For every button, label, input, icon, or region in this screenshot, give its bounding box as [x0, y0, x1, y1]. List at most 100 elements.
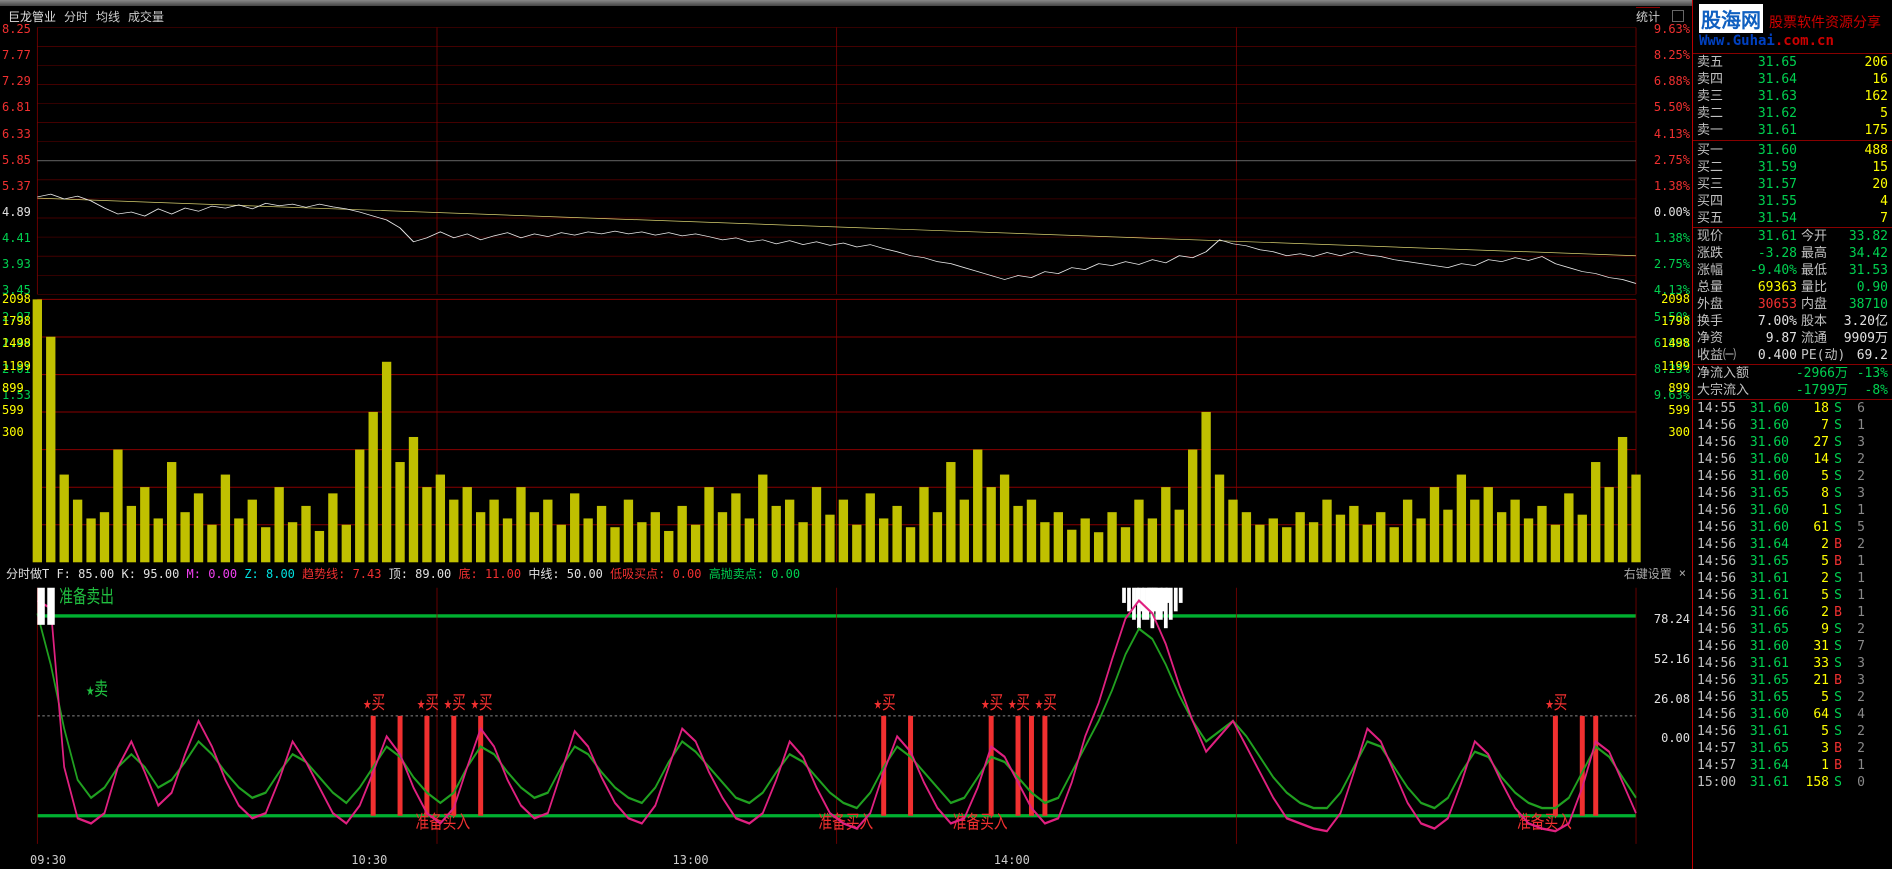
- svg-text:★买: ★买: [1035, 692, 1057, 714]
- y-pct-label: 1.38%: [1654, 179, 1690, 193]
- indicator-header-part: 趋势线: 7.43: [295, 567, 382, 581]
- svg-text:★买: ★买: [471, 692, 493, 714]
- tick-row: 14:5631.6027S3: [1693, 434, 1892, 451]
- vol-tick-label: 1199: [1661, 359, 1690, 373]
- y-tick-label: 6.81: [2, 100, 31, 114]
- vol-tick-label: 300: [1668, 425, 1690, 439]
- y-tick-label: 4.89: [2, 205, 31, 219]
- vol-tick-label: 1199: [2, 359, 31, 373]
- svg-text:准备买入: 准备买入: [953, 812, 1008, 834]
- svg-text:★买: ★买: [981, 692, 1003, 714]
- svg-text:★买: ★买: [1545, 692, 1567, 714]
- svg-text:★买: ★买: [444, 692, 466, 714]
- vol-tick-label: 899: [2, 381, 24, 395]
- indicator-header-part: 分时做T: [6, 567, 49, 581]
- svg-text:准备买入: 准备买入: [819, 812, 874, 834]
- tick-row: 14:5631.659S2: [1693, 621, 1892, 638]
- indicator-close-icon[interactable]: ×: [1679, 566, 1686, 580]
- tick-row: 14:5631.6031S7: [1693, 638, 1892, 655]
- tick-row: 14:5631.607S1: [1693, 417, 1892, 434]
- y-pct-label: 6.88%: [1654, 74, 1690, 88]
- bid-row[interactable]: 买一31.60488: [1693, 142, 1892, 159]
- svg-text:准备卖出: 准备卖出: [59, 586, 114, 608]
- tick-row: 14:5631.6133S3: [1693, 655, 1892, 672]
- indicator-chart[interactable]: ★买★买★买★买★买★买★买★买★买★卖准备卖出准备买入准备买入准备买入准备买入…: [0, 581, 1692, 851]
- bid-row[interactable]: 买二31.5915: [1693, 159, 1892, 176]
- flow-panel: 净流入额-2966万-13%大宗流入-1799万-8%: [1693, 364, 1892, 399]
- indicator-settings-button[interactable]: 右键设置: [1624, 565, 1672, 582]
- y-pct-label: 1.38%: [1654, 231, 1690, 245]
- svg-text:★买: ★买: [417, 692, 439, 714]
- y-pct-label: 9.63%: [1654, 22, 1690, 36]
- y-pct-label: 0.00%: [1654, 205, 1690, 219]
- vol-tick-label: 1798: [2, 314, 31, 328]
- y-pct-label: 4.13%: [1654, 127, 1690, 141]
- indicator-header-part: 高抛卖点: 0.00: [701, 567, 800, 581]
- stats-panel: 现价31.61今开33.82涨跌-3.28最高34.42涨幅-9.40%最低31…: [1693, 227, 1892, 364]
- indicator-header-part: F: 85.00: [49, 567, 114, 581]
- ask-row[interactable]: 卖五31.65206: [1693, 54, 1892, 71]
- tab-intraday[interactable]: 分时: [64, 8, 88, 25]
- x-tick-label: 10:30: [351, 853, 387, 867]
- vol-tick-label: 2098: [2, 292, 31, 306]
- stat-row: 换手7.00%股本3.20亿: [1693, 313, 1892, 330]
- vol-tick-label: 1798: [1661, 314, 1690, 328]
- indicator-header: 分时做T F: 85.00 K: 95.00 M: 0.00 Z: 8.00 趋…: [0, 565, 1692, 581]
- tick-row: 14:5631.642B2: [1693, 536, 1892, 553]
- y-pct-label: 2.75%: [1654, 257, 1690, 271]
- tick-row: 14:5631.655B1: [1693, 553, 1892, 570]
- bid-row[interactable]: 买三31.5720: [1693, 176, 1892, 193]
- vol-tick-label: 1498: [2, 336, 31, 350]
- stat-row: 总量69363量比0.90: [1693, 279, 1892, 296]
- indicator-header-part: 顶: 89.00: [381, 567, 451, 581]
- tick-row: 14:5631.6014S2: [1693, 451, 1892, 468]
- ask-row[interactable]: 卖二31.625: [1693, 105, 1892, 122]
- ask-row[interactable]: 卖四31.6416: [1693, 71, 1892, 88]
- tick-row: 14:5731.653B2: [1693, 740, 1892, 757]
- x-tick-label: 14:00: [994, 853, 1030, 867]
- volume-chart[interactable]: 2098209817981798149814981199119989989959…: [0, 296, 1692, 566]
- tick-list: 14:5531.6018S614:5631.607S114:5631.6027S…: [1693, 399, 1892, 869]
- tick-row: 14:5631.655S2: [1693, 689, 1892, 706]
- orderbook: 卖五31.65206卖四31.6416卖三31.63162卖二31.625卖一3…: [1693, 53, 1892, 227]
- chart-header: 巨龙管业 分时 均线 成交量 统计: [0, 6, 1692, 26]
- stat-row: 涨幅-9.40%最低31.53: [1693, 262, 1892, 279]
- vol-tick-label: 300: [2, 425, 24, 439]
- tick-row: 14:5631.615S2: [1693, 723, 1892, 740]
- y-tick-label: 3.93: [2, 257, 31, 271]
- tick-row: 14:5631.658S3: [1693, 485, 1892, 502]
- bid-row[interactable]: 买四31.554: [1693, 193, 1892, 210]
- ask-row[interactable]: 卖三31.63162: [1693, 88, 1892, 105]
- tick-row: 14:5631.612S1: [1693, 570, 1892, 587]
- chart-menu-icon[interactable]: [1672, 10, 1684, 22]
- y-tick-label: 7.29: [2, 74, 31, 88]
- stat-row: 现价31.61今开33.82: [1693, 228, 1892, 245]
- indicator-header-part: 底: 11.00: [451, 567, 521, 581]
- svg-text:★卖: ★卖: [86, 679, 108, 701]
- y-pct-label: 5.50%: [1654, 100, 1690, 114]
- stat-row: 外盘30653内盘38710: [1693, 296, 1892, 313]
- tick-row: 14:5631.662B1: [1693, 604, 1892, 621]
- y-tick-label: 4.41: [2, 231, 31, 245]
- tick-row: 14:5631.601S1: [1693, 502, 1892, 519]
- stat-row: 收益㈠0.400PE(动)69.2: [1693, 347, 1892, 364]
- y-tick-label: 5.85: [2, 153, 31, 167]
- side-panel: 股海网股票软件资源分享 Www.Guhai.com.cn 卖五31.65206卖…: [1692, 0, 1892, 869]
- price-chart[interactable]: 8.259.63%7.778.25%7.296.88%6.815.50%6.33…: [0, 26, 1692, 296]
- tab-volume[interactable]: 成交量: [128, 8, 164, 25]
- y-tick-label: 5.37: [2, 179, 31, 193]
- y-pct-label: 2.75%: [1654, 153, 1690, 167]
- tab-avg[interactable]: 均线: [96, 8, 120, 25]
- indicator-header-part: M: 0.00: [179, 567, 237, 581]
- vol-tick-label: 599: [1668, 403, 1690, 417]
- bid-row[interactable]: 买五31.547: [1693, 210, 1892, 227]
- svg-text:★买: ★买: [1008, 692, 1030, 714]
- vol-tick-label: 599: [2, 403, 24, 417]
- tick-row: 14:5631.6521B3: [1693, 672, 1892, 689]
- ask-row[interactable]: 卖一31.61175: [1693, 122, 1892, 139]
- indicator-y-label: 52.16: [1654, 652, 1690, 666]
- x-tick-label: 13:00: [673, 853, 709, 867]
- time-axis: 09:3010:3013:0014:00: [0, 851, 1692, 869]
- tick-row: 14:5631.615S1: [1693, 587, 1892, 604]
- stat-row: 净资9.87流通9909万: [1693, 330, 1892, 347]
